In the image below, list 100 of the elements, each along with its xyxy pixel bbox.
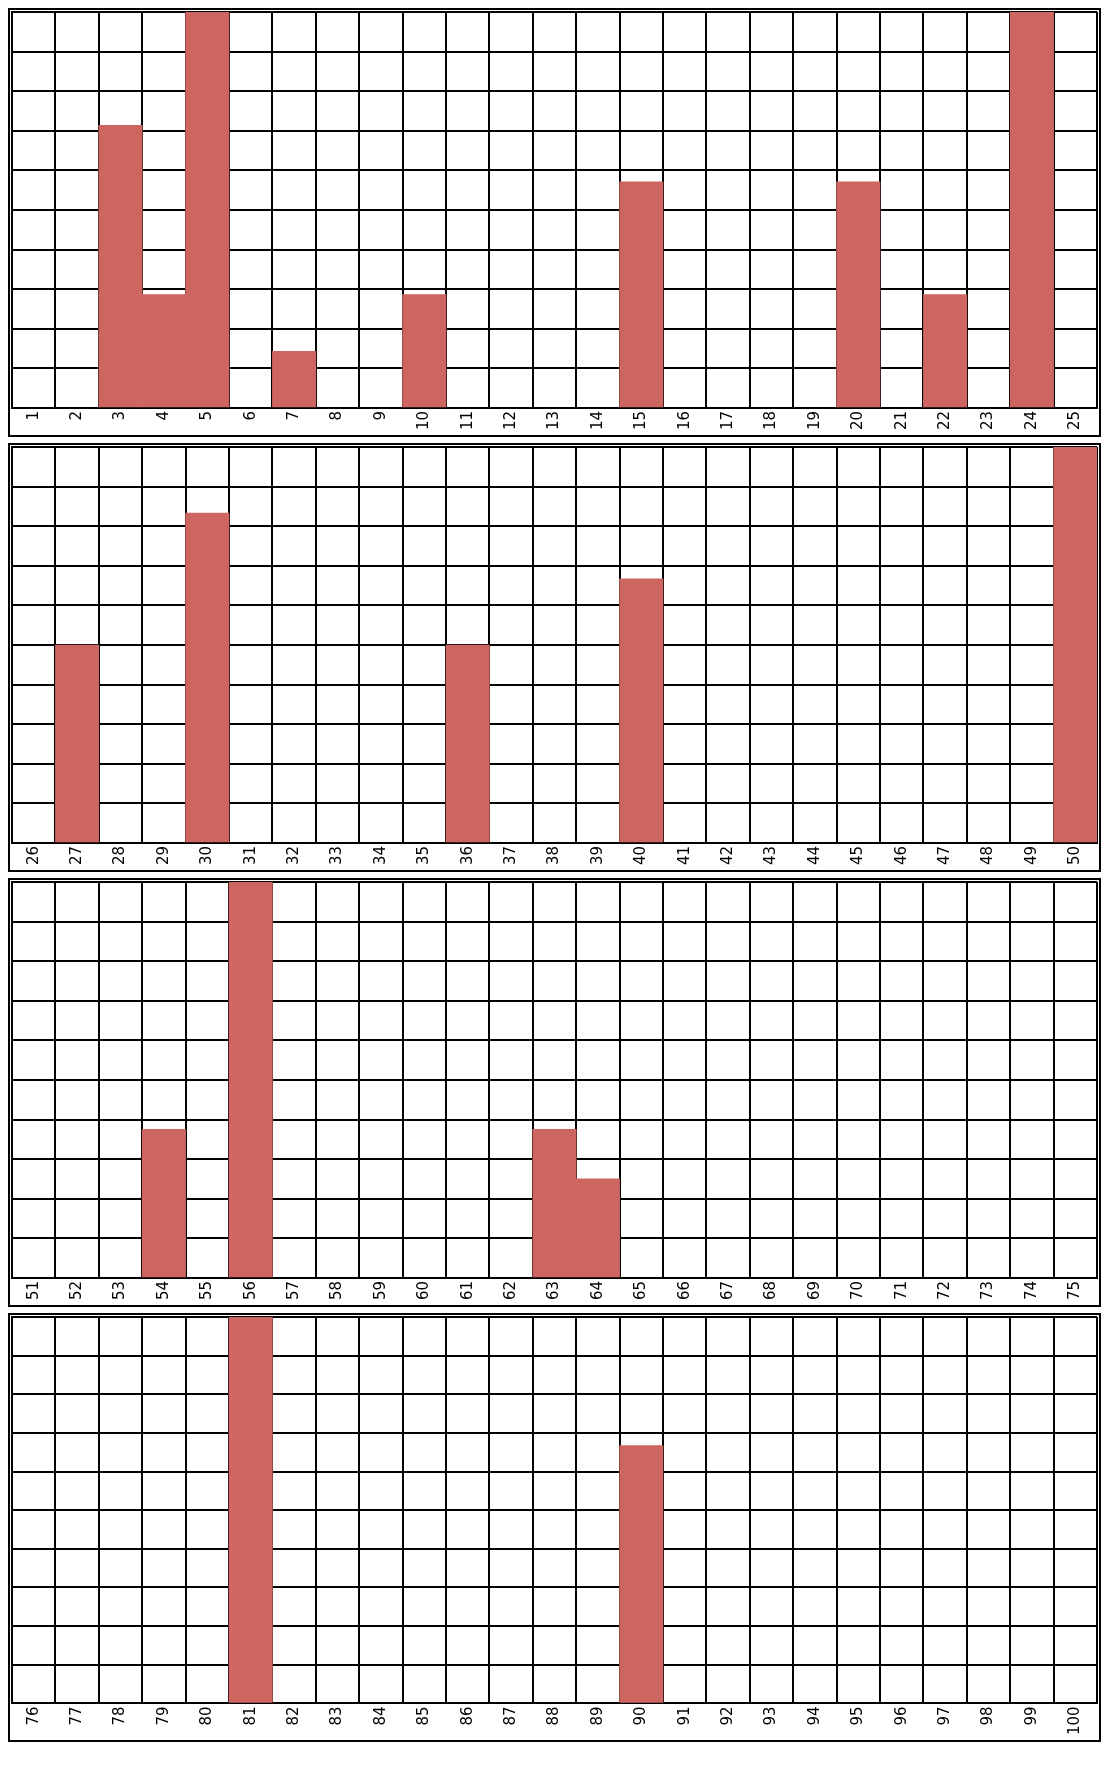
x-tick-label: 39 bbox=[587, 845, 606, 866]
bar bbox=[836, 181, 881, 408]
x-tick-label: 42 bbox=[717, 845, 736, 866]
x-tick-label: 30 bbox=[197, 845, 216, 866]
bar bbox=[923, 294, 968, 408]
x-tick-label: 24 bbox=[1021, 410, 1040, 431]
x-tick-label: 48 bbox=[978, 845, 997, 866]
x-tick-label: 58 bbox=[327, 1280, 346, 1301]
x-tick-label: 38 bbox=[544, 845, 563, 866]
x-tick-label: 50 bbox=[1065, 845, 1084, 866]
x-tick-label: 70 bbox=[848, 1280, 867, 1301]
bar bbox=[272, 350, 317, 408]
x-tick-label: 86 bbox=[457, 1706, 476, 1726]
x-tick-label: 84 bbox=[370, 1706, 389, 1726]
x-tick-label: 35 bbox=[414, 845, 433, 866]
x-tick-label: 8 bbox=[327, 410, 346, 421]
x-tick-label: 69 bbox=[804, 1280, 823, 1301]
x-tick-label: 89 bbox=[587, 1706, 606, 1726]
x-tick-label: 72 bbox=[934, 1280, 953, 1301]
x-tick-label: 25 bbox=[1065, 410, 1084, 431]
x-tick-label: 41 bbox=[674, 845, 693, 866]
bar bbox=[185, 512, 230, 843]
x-tick-label: 15 bbox=[631, 410, 650, 431]
x-tick-label: 96 bbox=[891, 1706, 910, 1726]
x-tick-label: 46 bbox=[891, 845, 910, 866]
x-tick-label: 79 bbox=[153, 1706, 172, 1726]
x-tick-label: 22 bbox=[934, 410, 953, 431]
x-tick-label: 36 bbox=[457, 845, 476, 866]
x-tick-label: 85 bbox=[414, 1706, 433, 1726]
x-tick-label: 19 bbox=[804, 410, 823, 431]
x-tick-label: 87 bbox=[500, 1706, 519, 1726]
x-tick-label: 63 bbox=[544, 1280, 563, 1301]
x-tick-label: 52 bbox=[66, 1280, 85, 1301]
x-tick-label: 92 bbox=[717, 1706, 736, 1726]
x-tick-label: 51 bbox=[23, 1280, 42, 1301]
bar bbox=[55, 644, 100, 843]
bar bbox=[402, 294, 447, 408]
x-tick-label: 73 bbox=[978, 1280, 997, 1301]
x-tick-label: 21 bbox=[891, 410, 910, 431]
x-tick-label: 81 bbox=[240, 1706, 259, 1726]
x-tick-label: 47 bbox=[934, 845, 953, 866]
x-tick-label: 5 bbox=[197, 410, 216, 421]
x-tick-label: 44 bbox=[804, 845, 823, 866]
x-tick-label: 23 bbox=[978, 410, 997, 431]
x-tick-label: 83 bbox=[327, 1706, 346, 1726]
x-tick-label: 26 bbox=[23, 845, 42, 866]
bar bbox=[619, 578, 664, 843]
x-tick-label: 14 bbox=[587, 410, 606, 431]
x-tick-label: 93 bbox=[761, 1706, 780, 1726]
x-tick-label: 78 bbox=[110, 1706, 129, 1726]
x-tick-label: 29 bbox=[153, 845, 172, 866]
x-tick-label: 57 bbox=[283, 1280, 302, 1301]
x-tick-label: 34 bbox=[370, 845, 389, 866]
x-tick-label: 40 bbox=[631, 845, 650, 866]
x-tick-label: 10 bbox=[414, 410, 433, 431]
x-tick-label: 33 bbox=[327, 845, 346, 866]
x-tick-label: 31 bbox=[240, 845, 259, 866]
x-tick-label: 80 bbox=[197, 1706, 216, 1726]
bar bbox=[1009, 12, 1054, 408]
x-tick-label: 66 bbox=[674, 1280, 693, 1301]
x-tick-label: 56 bbox=[240, 1280, 259, 1301]
x-tick-label: 68 bbox=[761, 1280, 780, 1301]
x-tick-label: 65 bbox=[631, 1280, 650, 1301]
x-tick-label: 91 bbox=[674, 1706, 693, 1726]
x-tick-label: 16 bbox=[674, 410, 693, 431]
x-tick-label: 61 bbox=[457, 1280, 476, 1301]
x-tick-label: 98 bbox=[978, 1706, 997, 1726]
x-tick-label: 27 bbox=[66, 845, 85, 866]
x-tick-label: 2 bbox=[66, 410, 85, 421]
x-tick-label: 88 bbox=[544, 1706, 563, 1726]
x-tick-label: 13 bbox=[544, 410, 563, 431]
x-tick-label: 54 bbox=[153, 1280, 172, 1301]
x-tick-label: 12 bbox=[500, 410, 519, 431]
x-tick-label: 60 bbox=[414, 1280, 433, 1301]
x-tick-label: 59 bbox=[370, 1280, 389, 1301]
x-tick-label: 11 bbox=[457, 410, 476, 431]
x-tick-label: 6 bbox=[240, 410, 259, 421]
x-tick-label: 95 bbox=[848, 1706, 867, 1726]
x-tick-label: 97 bbox=[934, 1706, 953, 1726]
x-tick-label: 4 bbox=[153, 410, 172, 421]
bar bbox=[445, 644, 490, 843]
x-tick-label: 99 bbox=[1021, 1706, 1040, 1726]
x-tick-label: 32 bbox=[283, 845, 302, 866]
x-tick-label: 37 bbox=[500, 845, 519, 866]
x-tick-label: 67 bbox=[717, 1280, 736, 1301]
bar bbox=[619, 181, 664, 408]
x-tick-label: 82 bbox=[283, 1706, 302, 1726]
x-tick-label: 7 bbox=[283, 410, 302, 421]
x-tick-label: 9 bbox=[370, 410, 389, 421]
x-tick-label: 64 bbox=[587, 1280, 606, 1301]
x-tick-label: 77 bbox=[66, 1706, 85, 1726]
x-tick-label: 62 bbox=[500, 1280, 519, 1301]
x-tick-label: 90 bbox=[631, 1706, 650, 1726]
x-tick-label: 49 bbox=[1021, 845, 1040, 866]
x-tick-label: 43 bbox=[761, 845, 780, 866]
x-tick-label: 100 bbox=[1065, 1706, 1084, 1736]
x-tick-label: 71 bbox=[891, 1280, 910, 1301]
x-tick-label: 18 bbox=[761, 410, 780, 431]
x-tick-label: 75 bbox=[1065, 1280, 1084, 1301]
x-tick-label: 45 bbox=[848, 845, 867, 866]
